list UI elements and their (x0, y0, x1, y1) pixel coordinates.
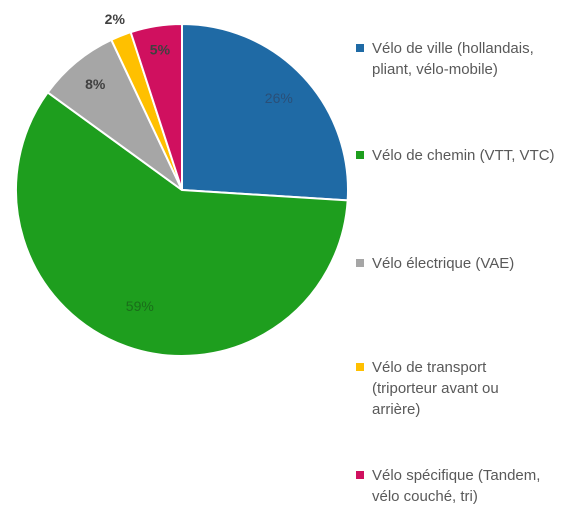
data-label: 2% (105, 11, 126, 27)
legend-item: Vélo de ville (hollandais, pliant, vélo-… (356, 38, 572, 80)
legend-label: Vélo spécifique (Tandem, vélo couché, tr… (372, 467, 541, 505)
legend-label: Vélo de ville (hollandais, pliant, vélo-… (372, 40, 534, 78)
legend-item: Vélo électrique (VAE) (356, 253, 587, 274)
legend-item: Vélo de chemin (VTT, VTC) (356, 145, 587, 166)
data-label: 5% (150, 41, 171, 57)
legend-swatch (356, 44, 364, 52)
pie-slice (15, 91, 349, 357)
legend-label: Vélo de transport (triporteur avant ou a… (372, 359, 499, 418)
data-label: 26% (265, 90, 293, 106)
legend-swatch (356, 363, 364, 371)
legend-label: Vélo électrique (VAE) (372, 255, 515, 272)
legend-swatch (356, 259, 364, 267)
legend-swatch (356, 151, 364, 159)
data-label: 59% (126, 298, 154, 314)
legend-swatch (356, 471, 364, 479)
data-label: 8% (85, 76, 106, 92)
legend-item: Vélo spécifique (Tandem, vélo couché, tr… (356, 465, 572, 507)
pie-slice (129, 22, 183, 191)
legend-item: Vélo de transport (triporteur avant ou a… (356, 357, 522, 420)
pie-slice (181, 22, 349, 202)
legend-label: Vélo de chemin (VTT, VTC) (372, 147, 555, 164)
